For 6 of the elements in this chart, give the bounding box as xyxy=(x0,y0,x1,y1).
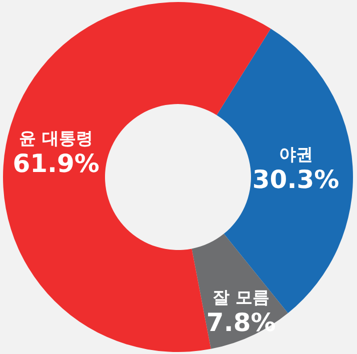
data-label: 61.9% xyxy=(12,149,100,178)
slice-label: 잘 모름 xyxy=(212,288,270,308)
data-label: 30.3% xyxy=(252,164,340,194)
slice-label: 야권 xyxy=(278,144,313,165)
data-label: 7.8% xyxy=(206,308,276,338)
slice-label: 윤 대통령 xyxy=(19,129,94,150)
